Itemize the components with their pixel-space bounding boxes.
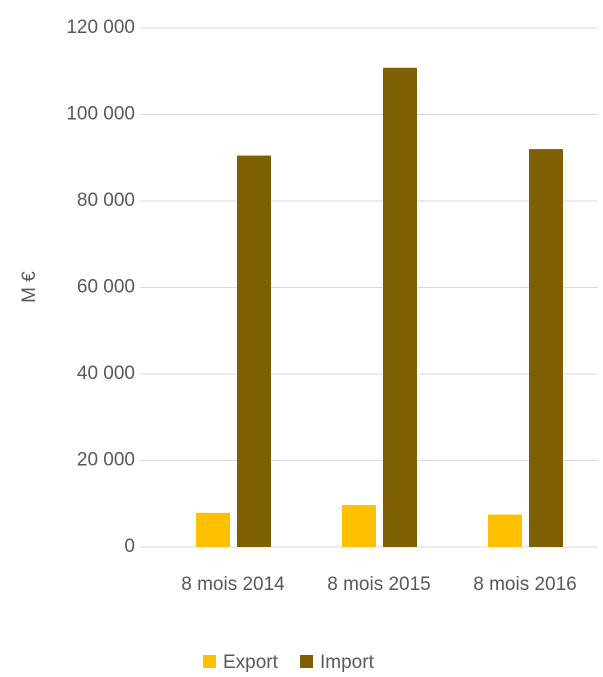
y-tick-label: 0 — [124, 536, 135, 557]
y-tick-label: 120 000 — [66, 17, 135, 38]
bar — [342, 505, 376, 547]
legend-swatch — [203, 655, 216, 668]
bar — [196, 512, 230, 547]
y-tick-label: 80 000 — [77, 190, 135, 211]
x-tick-label: 8 mois 2014 — [181, 574, 285, 595]
bar — [529, 149, 563, 547]
x-tick-label: 8 mois 2015 — [327, 574, 431, 595]
x-tick-label: 8 mois 2016 — [473, 574, 577, 595]
legend-swatch — [300, 655, 313, 668]
y-tick-label: 100 000 — [66, 104, 135, 125]
y-axis-label: M € — [19, 271, 40, 303]
y-tick-label: 20 000 — [77, 450, 135, 471]
legend-label: Export — [223, 652, 279, 673]
y-tick-label: 60 000 — [77, 277, 135, 298]
legend-label: Import — [320, 652, 375, 673]
bar — [488, 514, 522, 547]
y-tick-label: 40 000 — [77, 363, 135, 384]
bar — [383, 67, 417, 547]
bar — [237, 155, 271, 547]
